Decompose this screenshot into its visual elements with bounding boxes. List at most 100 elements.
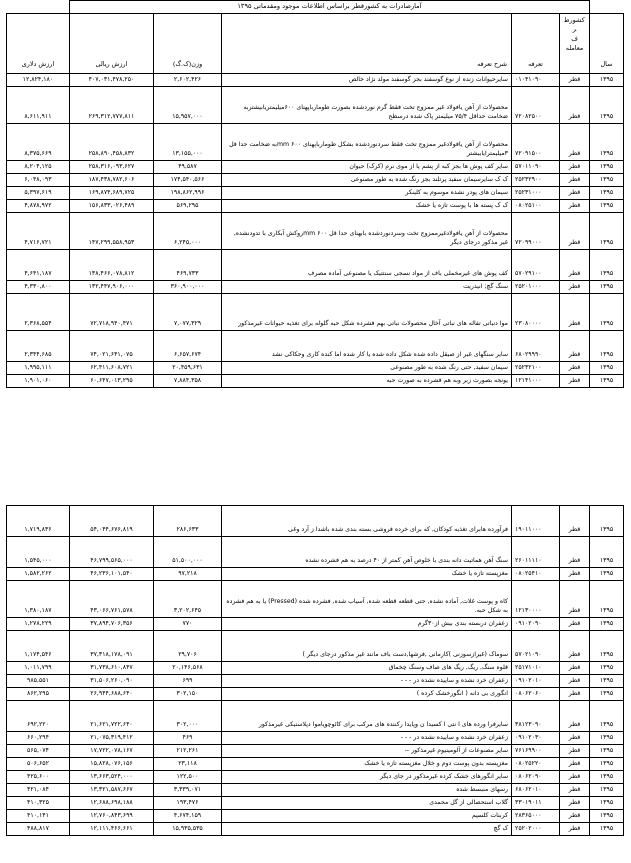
cell-rial-value: ۴۰۷,۰۳۱,۴۷۸,۲۵۰ (68, 72, 155, 87)
cell-description: محصولات از آهن یافولاد غیر ممزوج تخت فقط… (221, 85, 512, 124)
cell-weight: ۱۲۲,۵۰۰ (153, 770, 222, 784)
cell-tariff: ۲۵۲۳۲۱۰۰ (511, 360, 560, 375)
cell-description: زعفران خرد نشده و ساییده نشده در - - - (221, 731, 512, 745)
cell-tariff: ۶۸۰۶۲۰۱۰ (511, 783, 560, 797)
cell-rial-value: ۱۲,۷۶۰,۸۴۳,۶۹۹ (69, 809, 154, 823)
cell-description: زعفران خرد نشده و ساییده نشده در - - - (221, 674, 512, 688)
cell-weight: ۳,۲۰۲,۶۴۵ (153, 580, 222, 618)
cell-year: ۱۳۹۵ (589, 292, 624, 331)
cell-year: ۱۳۹۵ (589, 700, 624, 732)
cell-description: سایر مصنوعات از آلومینیوم غیرمذکور -- (221, 744, 512, 758)
cell-dollar-value: ۴۱۰,۳۲۵ (6, 796, 70, 810)
stat-table-1: آمارصادرات به کشورقطر براساس اطلاعات موج… (5, 0, 624, 388)
table-row: ۱۳۹۵ قطر ۷۶۱۶۹۹۰۰ سایر مصنوعات از آلومینیوم… (6, 744, 624, 758)
cell-partner: قطر (559, 744, 590, 758)
cell-rial-value: ۱۳,۳۲۱,۵۸۷,۶۶۷ (69, 783, 154, 797)
cell-rial-value: ۷۴,۰۲۱,۶۴۱,۰۷۵ (68, 329, 155, 362)
cell-description: موا دنباتی تفاله های نباتی آخال محصولات … (221, 292, 512, 331)
cell-weight: ۵۶۹,۲۹۵ (153, 198, 222, 213)
cell-weight: ۱۷۴,۵۴۰,۵۶۶ (153, 172, 222, 187)
cell-dollar-value: ۸۶۲,۲۹۵ (6, 687, 70, 701)
table-row: ۱۳۹۵ قطر ۷۲۰۹۱۵۰۰ محصولات از آهن یافولادغیر… (5, 122, 624, 161)
table-header-row: سال کشورطر ف معامله تعرفه شرح تعرفه وزن(… (5, 12, 624, 74)
cell-tariff: ۱۲۱۳۰۰۰۰ (511, 580, 560, 618)
table-row: ۱۳۹۵ قطر ۱۲۱۴۱۰۰۰ یونجه بصورت زبر وبه هم فش… (5, 373, 624, 388)
table-row: ۱۳۹۵ قطر ۲۵۲۳۱۰۰۰ سیمان های پودر نشده موسوم… (5, 185, 624, 200)
cell-rial-value: ۱۶۹,۸۷۴,۶۸۹,۷۲۵ (68, 185, 155, 200)
table-row: ۱۳۹۵ قطر ۰۹۱۰۲۰۳۰ زعفران خرد نشده و ساییده … (6, 731, 624, 745)
table-row: ۱۳۹۵ قطر ۷۲۰۹۹۰۰۰ محصولات از آهن یافولادغیر… (5, 211, 624, 250)
table-row: ۱۳۹۵ قطر ۰۸۰۲۵۴۱۰ مغزپسته تازه یا خشک ۹۷,۲۱۸… (6, 567, 624, 581)
cell-weight: ۲۹,۷۰۶ (153, 630, 222, 662)
export-statistics-table-part-1: آمارصادرات به کشورقطر براساس اطلاعات موج… (5, 0, 624, 388)
partner-header-line-2: ف (571, 34, 578, 43)
cell-description: زعفران دربسته بندی بیش از۳۰گرم (221, 617, 512, 631)
cell-description: یونجه بصورت زبر وبه هم فشرده به صورت حبه (221, 373, 512, 388)
cell-weight: ۶,۲۴۵,۰۰۰ (153, 211, 222, 250)
cell-weight: ۲۳,۱۱۸ (153, 757, 222, 771)
cell-year: ۱۳۹۵ (589, 580, 624, 618)
cell-dollar-value: ۴۱۰,۱۴۱ (6, 809, 70, 823)
cell-dollar-value: ۴۸۸,۸۱۷ (6, 822, 70, 836)
cell-partner: قطر (559, 198, 590, 213)
table-row: ۱۳۹۵ قطر ۲۵۱۷۱۰۱۰ قلوه سنگ, ریگ, ریگ های صا… (6, 661, 624, 675)
cell-dollar-value: ۱,۹۰۱,۰۶۰ (5, 373, 70, 388)
cell-year: ۱۳۹۵ (589, 687, 624, 701)
cell-description: سنگ گچ; انیدریت (221, 279, 512, 294)
cell-tariff: ۲۵۲۳۲۹۰۰ (511, 172, 560, 187)
table-row: ۱۳۹۵ قطر ۵۷۰۱۱۰۹۰ سایر کف پوش ها بجز کبه از… (5, 159, 624, 174)
cell-tariff: ۲۸۳۶۵۰۰۰ (511, 809, 560, 823)
cell-dollar-value: ۶۶۰,۲۹۴ (6, 731, 70, 745)
cell-weight: ۲۱۲,۲۶۱ (153, 744, 222, 758)
cell-description: انگوری بی دانه ( انگورخشک کرده ) (221, 687, 512, 701)
cell-year: ۱۳۹۵ (589, 796, 624, 810)
cell-rial-value: ۲۱,۶۲۱,۷۲۲,۶۴۰ (69, 700, 154, 732)
cell-dollar-value: ۹۸۵,۵۵۱ (6, 674, 70, 688)
cell-weight: ۱۹۸,۸۶۲,۹۹۶ (153, 185, 222, 200)
cell-dollar-value: ۴,۳۳۰,۸۰۰ (5, 279, 70, 294)
table-row: ۱۳۹۵ قطر ۲۵۲۰۲۰۰۰ ک گچ ۱۵,۹۳۵,۵۳۵ ۱۲,۱۱۱,۴۶۶,… (6, 822, 624, 836)
cell-description: سیمان های پودر نشده موسوم به کلینکر (221, 185, 512, 200)
cell-partner: قطر (559, 329, 590, 362)
cell-weight: ۲,۶۰۲,۴۲۶ (153, 72, 222, 87)
cell-weight: ۳۶۰,۹۰۰,۰۰۰ (153, 279, 222, 294)
cell-tariff: ۰۹۱۰۲۰۹۰ (511, 617, 560, 631)
cell-tariff: ۰۹۱۰۲۰۳۰ (511, 731, 560, 745)
cell-rial-value: ۱۷,۷۲۲,۰۷۸,۱۶۷ (69, 744, 154, 758)
cell-weight: ۱۵,۹۳۵,۵۳۵ (153, 822, 222, 836)
cell-tariff: ۱۹۰۱۱۰۰۰ (511, 505, 560, 537)
cell-rial-value: ۲۱,۰۷۵,۳۱۹,۴۱۲ (69, 731, 154, 745)
cell-year: ۱۳۹۵ (589, 373, 624, 388)
table-row: ۱۳۹۵ قطر ۰۸۰۶۲۰۹۰ سایر انگورهای خشک کرده غی… (6, 770, 624, 784)
cell-dollar-value: ۴۲۱,۰۸۴ (6, 783, 70, 797)
cell-dollar-value: ۱,۵۸۲,۲۶۲ (6, 567, 70, 581)
cell-rial-value: ۳۷,۳۱۸,۱۷۸,۰۹۱ (69, 630, 154, 662)
cell-year: ۱۳۹۵ (589, 122, 624, 161)
cell-weight: ۱۵,۹۵۷,۰۰۰ (153, 85, 222, 124)
cell-weight: ۵۱,۵۰۰,۰۰۰ (153, 536, 222, 568)
cell-partner: قطر (559, 731, 590, 745)
cell-tariff: ۰۸۰۲۵۱۰۰ (511, 198, 560, 213)
cell-tariff: ۷۲۰۹۱۵۰۰ (511, 122, 560, 161)
cell-partner: قطر (559, 360, 590, 375)
table-row: ۱۳۹۵ قطر ۰۱۰۴۱۰۹۰ سایرحیوانات زنده از نوع گ… (5, 72, 624, 87)
cell-dollar-value: ۱,۰۱۱,۷۹۹ (6, 661, 70, 675)
cell-year: ۱۳۹۵ (589, 770, 624, 784)
cell-description: سایر سنگهای غیر از صیقل داده شده شکل داد… (221, 329, 512, 362)
cell-partner: قطر (559, 279, 590, 294)
cell-weight: ۳,۳۳۹,۰۷۱ (153, 783, 222, 797)
cell-partner: قطر (559, 580, 590, 618)
cell-year: ۱۳۹۵ (589, 279, 624, 294)
cell-description: مغزپسته تازه یا خشک (221, 567, 512, 581)
cell-dollar-value: ۸,۳۷۵,۶۶۹ (5, 122, 70, 161)
cell-description: محصولات از آهن یافولادغیرممزوج تخت وسردن… (221, 211, 512, 250)
cell-partner: قطر (559, 630, 590, 662)
table-row: ۱۳۹۵ قطر ۳۸۱۲۳۰۹۰ سایرفرا ورده های ا نتی ا … (6, 700, 624, 732)
cell-tariff: ۲۵۱۷۱۰۱۰ (511, 661, 560, 675)
table-title-row: آمارصادرات به کشورقطر براساس اطلاعات موج… (6, 0, 623, 14)
cell-year: ۱۳۹۵ (589, 744, 624, 758)
cell-weight: ۴۶۹ (153, 731, 222, 745)
cell-dollar-value: ۲,۳۶۸,۵۵۴ (5, 292, 70, 331)
cell-partner: قطر (559, 185, 590, 200)
cell-description: ک ک پسته ها با پوست تازه یا خشک (221, 198, 512, 213)
